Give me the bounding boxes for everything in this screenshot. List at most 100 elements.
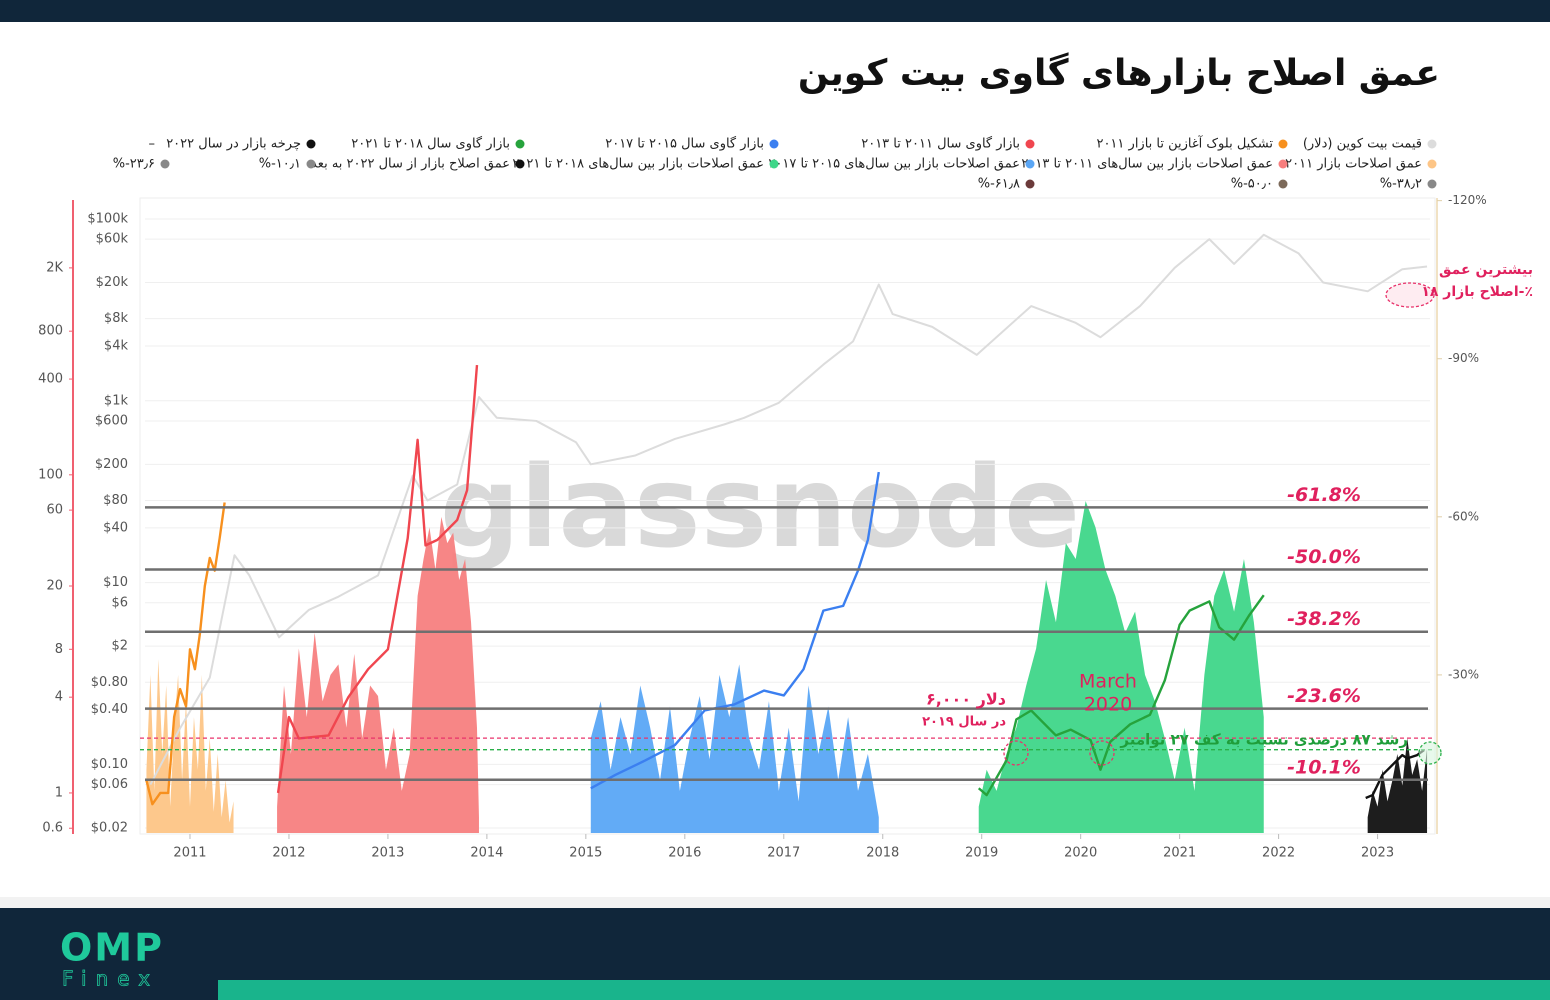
annotation: March	[1079, 671, 1137, 693]
y2-tick-label: 20	[46, 579, 63, 594]
legend-label: عمق اصلاحات بازار ۲۰۱۱	[1285, 157, 1422, 172]
legend-marker	[515, 139, 525, 149]
annotation: بیشترین عمق	[1439, 262, 1533, 278]
y2-tick-label: 2K	[46, 260, 63, 275]
y-tick-label: $0.02	[91, 820, 128, 835]
y-tick-label: $1k	[104, 393, 129, 408]
header-bar	[0, 0, 1550, 22]
legend-marker	[1278, 159, 1288, 169]
x-tick-label: 2023	[1361, 846, 1394, 861]
y-tick-label: $8k	[104, 311, 129, 326]
y-tick-label: $4k	[104, 339, 129, 354]
y-tick-label: $80	[103, 493, 128, 508]
y-tick-label: $60k	[96, 232, 129, 247]
legend-marker	[1025, 179, 1035, 189]
y-tick-label: $10	[103, 575, 128, 590]
legend-marker	[306, 139, 316, 149]
x-tick-label: 2017	[767, 846, 800, 861]
legend-marker	[1427, 179, 1437, 189]
y-tick-label: $40	[103, 520, 128, 535]
brand-sub: Finex	[62, 967, 159, 991]
y3-tick-label: -120%	[1448, 193, 1487, 207]
annotation: رشد ۸۷ درصدی نسبت به کف ۲۷ نوامبر	[1119, 731, 1408, 749]
legend-marker	[769, 139, 779, 149]
x-tick-label: 2019	[965, 846, 998, 861]
x-tick-label: 2015	[569, 846, 602, 861]
legend-label: بازار گاوی سال ۲۰۱۱ تا ۲۰۱۳	[861, 136, 1020, 152]
highlight-circle	[1385, 282, 1435, 308]
legend-label: بازار گاوی سال ۲۰۱۵ تا ۲۰۱۷	[605, 136, 764, 152]
y-tick-label: $100k	[87, 211, 128, 226]
y-tick-label: $0.10	[91, 757, 128, 772]
x-tick-label: 2013	[371, 846, 404, 861]
legend-label: %-۱۰٫۱	[259, 157, 301, 172]
legend-marker	[1025, 159, 1035, 169]
y2-tick-label: 60	[46, 503, 63, 518]
fib-label: -23.6%	[1287, 685, 1361, 707]
y-tick-label: $0.80	[91, 675, 128, 690]
chart-title: عمق اصلاح بازارهای گاوی بیت کوین	[798, 52, 1440, 94]
legend-marker	[1025, 139, 1035, 149]
fib-label: -10.1%	[1287, 756, 1361, 778]
x-tick-label: 2021	[1163, 846, 1196, 861]
legend-marker	[1278, 139, 1288, 149]
highlight-circle	[1089, 740, 1115, 766]
y3-tick-label: -60%	[1448, 509, 1479, 523]
y2-tick-label: 1	[55, 785, 63, 800]
legend-marker	[515, 159, 525, 169]
annotation: 2020	[1084, 694, 1132, 716]
fib-label: -50.0%	[1287, 546, 1361, 568]
annotation: ۶,۰۰۰ دلار	[926, 690, 1006, 709]
legend-label: %-۲۳٫۶	[113, 157, 155, 172]
y-tick-label: $2	[111, 639, 128, 654]
x-tick-label: 2012	[272, 846, 305, 861]
legend-marker	[1427, 139, 1437, 149]
y-tick-label: $0.06	[91, 777, 128, 792]
plot-layer	[145, 233, 1428, 833]
legend-label: عمق اصلاح بازار از سال ۲۰۲۲ به بعد	[311, 157, 510, 172]
chart: glassnode$0.02$0.06$0.10$0.40$0.80$2$6$1…	[38, 135, 1533, 861]
legend-marker	[1278, 179, 1288, 189]
price-line	[145, 502, 226, 806]
x-tick-label: 2018	[866, 846, 899, 861]
legend-label: بازار گاوی سال ۲۰۱۸ تا ۲۰۲۱	[351, 136, 510, 152]
y2-tick-label: 400	[38, 372, 63, 387]
x-tick-label: 2011	[173, 846, 206, 861]
legend-label: %-۵۰٫۰	[1231, 177, 1273, 192]
legend-marker	[160, 159, 170, 169]
legend-label: تشکیل بلوک آغازین تا بازار ۲۰۱۱	[1096, 135, 1273, 152]
price-line	[590, 471, 880, 790]
y-tick-label: $6	[111, 595, 128, 610]
legend-label: –	[149, 137, 156, 152]
legend-marker	[769, 159, 779, 169]
legend-label: قیمت بیت کوین (دلار)	[1303, 137, 1422, 152]
y2-tick-label: 100	[38, 467, 63, 482]
footer-strip	[0, 897, 1550, 908]
x-tick-label: 2022	[1262, 846, 1295, 861]
legend-label: %-۶۱٫۸	[978, 177, 1020, 192]
y-tick-label: $0.40	[91, 702, 128, 717]
legend-label: چرخه بازار در سال ۲۰۲۲	[166, 137, 301, 152]
drawdown-area	[590, 664, 879, 833]
drawdown-area	[277, 516, 479, 833]
y3-tick-label: -30%	[1448, 667, 1479, 681]
footer-accent	[218, 980, 1550, 1000]
y2-tick-label: 4	[55, 690, 63, 705]
price-line	[149, 233, 1428, 786]
fib-label: -61.8%	[1287, 484, 1361, 506]
x-tick-label: 2016	[668, 846, 701, 861]
x-tick-label: 2014	[470, 846, 503, 861]
y-tick-label: $600	[95, 413, 128, 428]
legend-label: عمق اصلاحات بازار بین سال‌های ۲۰۱۵ تا ۲۰…	[768, 157, 1020, 172]
fib-label: -38.2%	[1287, 608, 1361, 630]
price-line	[1365, 749, 1425, 800]
highlight-circle	[1003, 740, 1029, 766]
x-tick-label: 2020	[1064, 846, 1097, 861]
legend-marker	[306, 159, 316, 169]
drawdown-area	[1367, 738, 1428, 833]
y2-tick-label: 800	[38, 324, 63, 339]
annotation: در سال ۲۰۱۹	[922, 715, 1006, 730]
legend-label: عمق اصلاحات بازار بین سال‌های ۲۰۱۱ تا ۲۰…	[1021, 157, 1273, 172]
legend-label: %-۳۸٫۲	[1380, 177, 1422, 192]
